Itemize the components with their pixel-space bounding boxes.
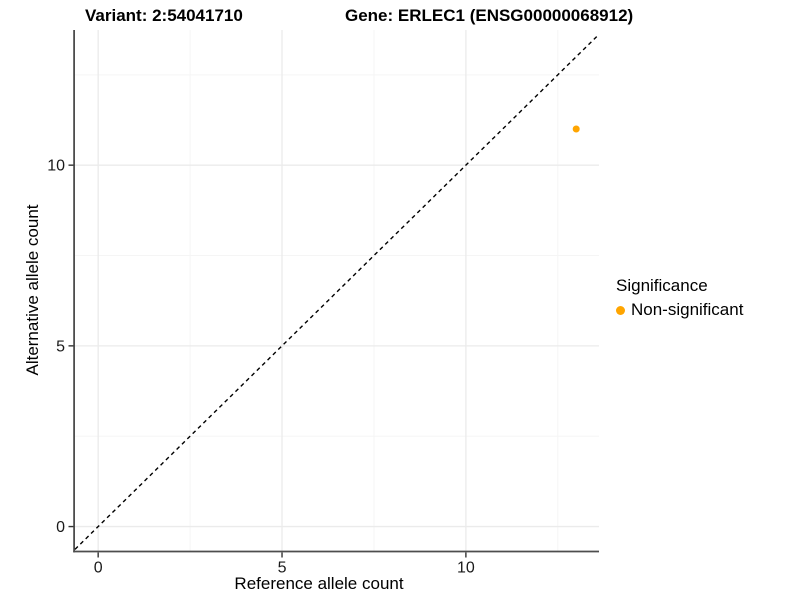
y-tick-label: 0: [56, 519, 65, 536]
legend-item-label: Non-significant: [631, 300, 744, 319]
identity-dashed-line: [74, 33, 600, 550]
x-axis-title: Reference allele count: [234, 574, 404, 593]
x-tick-label: 10: [457, 560, 475, 577]
y-tick-label: 10: [47, 158, 65, 175]
data-point: [572, 125, 580, 133]
plot-title-variant: Variant: 2:54041710: [85, 6, 243, 25]
legend-point-swatch: [616, 305, 625, 315]
legend-title: Significance: [616, 276, 708, 295]
legend-item-non-significant: Non-significant: [616, 300, 743, 320]
y-axis-title: Alternative allele count: [23, 204, 42, 376]
x-tick-label: 5: [278, 560, 287, 577]
x-tick-label: 0: [94, 560, 103, 577]
y-tick-label: 5: [56, 338, 65, 355]
legend: Significance Non-significant: [616, 276, 743, 320]
plot-title-gene: Gene: ERLEC1 (ENSG00000068912): [345, 6, 634, 25]
